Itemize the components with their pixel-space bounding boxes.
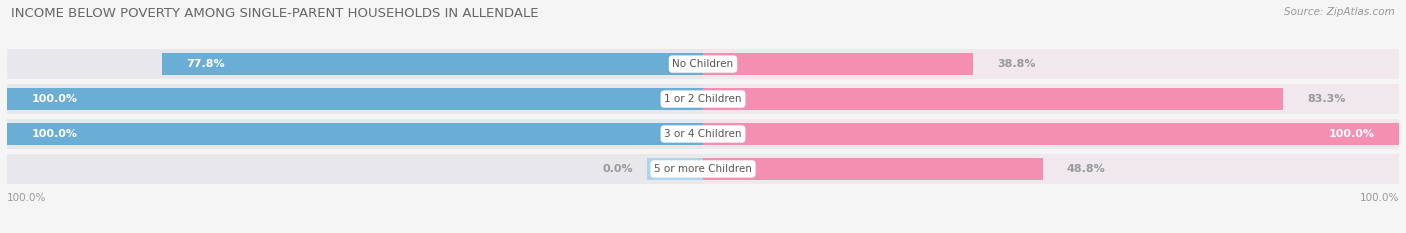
Text: 5 or more Children: 5 or more Children <box>654 164 752 174</box>
Text: Source: ZipAtlas.com: Source: ZipAtlas.com <box>1284 7 1395 17</box>
Text: 48.8%: 48.8% <box>1067 164 1105 174</box>
Text: 1 or 2 Children: 1 or 2 Children <box>664 94 742 104</box>
Text: INCOME BELOW POVERTY AMONG SINGLE-PARENT HOUSEHOLDS IN ALLENDALE: INCOME BELOW POVERTY AMONG SINGLE-PARENT… <box>11 7 538 20</box>
Bar <box>703 119 1399 149</box>
Text: 100.0%: 100.0% <box>7 193 46 202</box>
Bar <box>703 49 1399 79</box>
Bar <box>703 154 1399 184</box>
Text: 0.0%: 0.0% <box>603 164 633 174</box>
Bar <box>7 88 703 110</box>
Bar <box>703 158 1043 180</box>
Bar <box>7 123 703 145</box>
Bar <box>7 49 703 79</box>
Text: No Children: No Children <box>672 59 734 69</box>
Text: 100.0%: 100.0% <box>31 94 77 104</box>
Text: 100.0%: 100.0% <box>1360 193 1399 202</box>
Bar <box>162 53 703 75</box>
Bar <box>703 53 973 75</box>
Text: 100.0%: 100.0% <box>31 129 77 139</box>
Text: 3 or 4 Children: 3 or 4 Children <box>664 129 742 139</box>
Bar <box>7 154 703 184</box>
Text: 83.3%: 83.3% <box>1308 94 1346 104</box>
Bar <box>647 158 703 180</box>
Bar <box>703 84 1399 114</box>
Bar <box>703 123 1399 145</box>
Text: 77.8%: 77.8% <box>186 59 225 69</box>
Bar <box>7 119 703 149</box>
Bar <box>7 84 703 114</box>
Text: 38.8%: 38.8% <box>997 59 1036 69</box>
Text: 100.0%: 100.0% <box>1329 129 1375 139</box>
Bar <box>703 88 1282 110</box>
